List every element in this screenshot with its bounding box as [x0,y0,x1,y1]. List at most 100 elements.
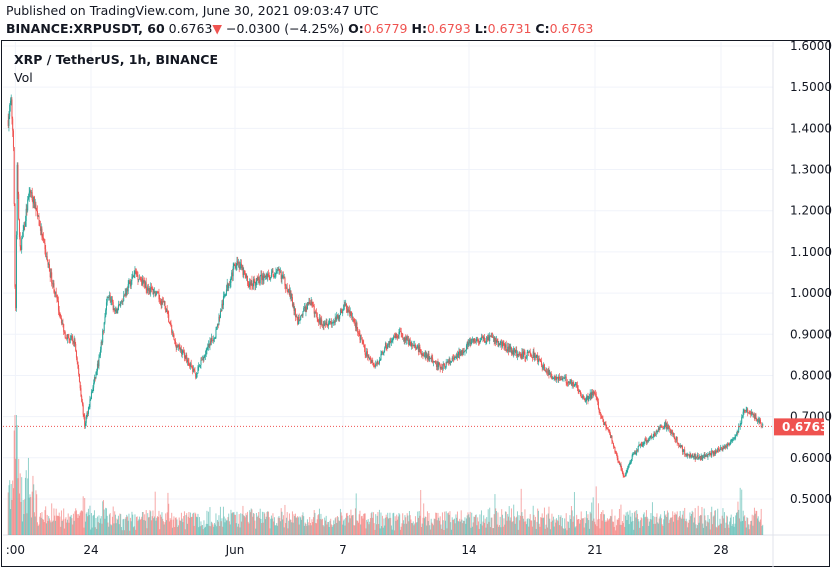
candle-body [225,289,227,295]
candle-body [104,316,106,323]
volume-bar [125,517,127,535]
candle-body [18,194,20,220]
candle-body [15,234,17,309]
volume-bar [93,510,95,535]
volume-bar [284,504,286,535]
candle-body [612,442,614,447]
candle-body [21,238,23,250]
candle-body [586,395,588,398]
candle-body [373,365,375,367]
volume-bar [341,515,343,535]
candle-body [114,309,116,312]
candle-body [439,364,441,369]
volume-bar [90,529,92,535]
volume-bar [596,526,598,535]
volume-bar [702,527,704,535]
candle-body [351,315,353,318]
candle-body [547,370,549,373]
volume-bar [414,523,416,535]
volume-bar [412,521,414,535]
candle-body [414,344,416,348]
volume-bar [591,520,593,535]
candle-body [671,431,673,433]
candle-body [760,423,762,427]
volume-bar [597,519,599,535]
candle-body [379,360,381,361]
volume-bar [421,523,423,535]
candle-body [624,474,626,477]
candle-body [53,283,55,293]
volume-bar [701,507,703,535]
volume-bar [129,517,131,535]
volume-bar [47,521,49,535]
candle-body [382,352,384,354]
volume-bar [242,505,244,535]
candle-body [151,288,153,290]
volume-bar [295,517,297,535]
volume-bar [368,524,370,535]
candle-body [64,332,66,338]
volume-bar [580,511,582,535]
volume-bar [198,517,200,535]
candle-body [489,335,491,337]
candle-body [533,351,535,358]
volume-bar [687,522,689,535]
candle-body [108,295,110,298]
candle-body [212,340,214,342]
candle-body [402,333,404,338]
candle-body [570,380,572,382]
volume-bar [691,510,693,535]
volume-bar [78,514,80,535]
volume-bar [576,514,578,535]
high-value: 0.6793 [426,21,471,36]
volume-bar [441,528,443,535]
volume-bar [174,527,176,535]
candle-body [177,345,179,347]
candle-body [19,236,21,247]
candle-body [256,277,258,280]
candle-body [552,378,554,380]
volume-bar [402,513,404,535]
volume-bar [157,516,159,535]
volume-bar [631,512,633,535]
volume-bar [468,517,470,535]
volume-bar [177,525,179,535]
volume-bar [683,518,685,535]
candle-body [588,398,590,401]
volume-bar [210,521,212,535]
volume-bar [549,529,551,535]
candle-body [149,288,151,293]
candle-body [627,465,629,468]
candle-body [310,301,312,306]
volume-bar [85,513,87,535]
volume-bar [266,511,268,535]
volume-bar [74,511,76,535]
candle-body [360,338,362,340]
candle-body [17,164,19,195]
candle-body [697,455,699,460]
volume-bar [438,517,440,535]
volume-bar [54,520,56,535]
y-tick-label: 1.5000 [790,80,832,94]
volume-bar [646,516,648,535]
volume-bar [736,512,738,535]
volume-bar [569,515,571,535]
candle-body [330,321,332,325]
candle-body [327,323,329,326]
volume-bar [69,516,71,535]
volume-bar [382,527,384,535]
volume-bar [435,512,437,535]
candle-body [219,316,221,318]
candle-body [393,336,395,339]
candle-body [333,321,335,324]
candle-body [257,277,259,280]
candle-body [669,429,671,433]
candle-body [202,359,204,361]
volume-bar [358,514,360,535]
candle-body [318,318,320,323]
candle-body [667,426,669,430]
candle-body [190,363,192,367]
candle-body [236,261,238,266]
volume-bar [297,516,299,535]
